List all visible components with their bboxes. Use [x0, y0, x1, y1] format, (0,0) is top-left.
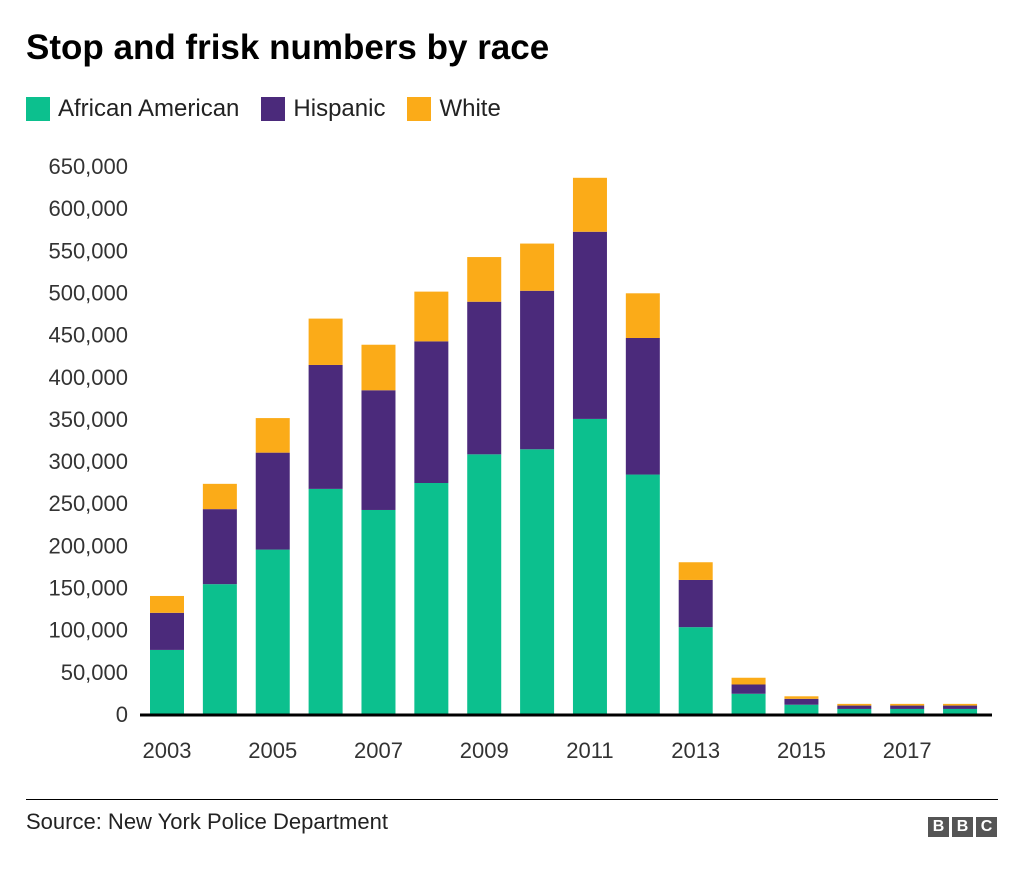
x-tick-label: 2003	[143, 738, 192, 763]
chart-title: Stop and frisk numbers by race	[26, 28, 550, 67]
legend-label: Hispanic	[293, 95, 386, 122]
x-tick-label: 2013	[671, 738, 720, 763]
bar-2010-hispanic	[520, 290, 555, 450]
y-tick-label: 400,000	[48, 365, 128, 390]
source-note: Source: New York Police Department	[26, 809, 388, 834]
x-tick-label: 2007	[354, 738, 403, 763]
bar-2007-african-american	[361, 509, 396, 714]
bar-2013-hispanic	[678, 579, 713, 628]
bar-2014-white	[731, 677, 766, 685]
bar-2008-white	[414, 291, 449, 342]
bar-2009-hispanic	[467, 301, 502, 455]
x-tick-label: 2009	[460, 738, 509, 763]
bar-2005-african-american	[255, 549, 290, 714]
legend: African American Hispanic White	[26, 95, 523, 123]
y-tick-label: 300,000	[48, 449, 128, 474]
bar-2010-white	[520, 243, 555, 291]
bar-2018-african-american	[943, 708, 978, 714]
y-tick-label: 350,000	[48, 407, 128, 432]
bar-2012-hispanic	[625, 337, 660, 475]
bar-2003-african-american	[150, 649, 184, 714]
bar-2011-white	[572, 177, 607, 232]
bar-2013-white	[678, 562, 713, 580]
bar-2015-hispanic	[784, 698, 819, 705]
x-tick-label: 2011	[566, 738, 613, 763]
bar-2013-african-american	[678, 627, 713, 714]
bar-2004-hispanic	[202, 509, 237, 585]
bar-2018-white	[943, 703, 978, 706]
legend-item-african-american: African American	[26, 95, 239, 123]
bar-2011-african-american	[572, 418, 607, 714]
y-tick-label: 0	[116, 702, 128, 727]
bar-2007-hispanic	[361, 390, 396, 510]
bar-2018-hispanic	[943, 705, 978, 709]
legend-swatch	[261, 97, 286, 121]
plot-area: 0 50,000 100,000 150,000 200,000 250,000 300,0…	[48, 154, 992, 763]
legend-label: African American	[58, 95, 240, 122]
bar-2007-white	[361, 344, 396, 391]
bar-2003-white	[150, 595, 184, 613]
bar-2003-hispanic	[150, 612, 184, 650]
bar-2006-hispanic	[308, 364, 343, 489]
bar-2005-hispanic	[255, 452, 290, 550]
y-tick-label: 650,000	[48, 154, 128, 179]
y-tick-label: 150,000	[48, 576, 128, 601]
bar-2014-african-american	[731, 693, 766, 714]
bar-2012-african-american	[625, 474, 660, 714]
bar-2006-african-american	[308, 488, 343, 714]
bar-2011-hispanic	[572, 231, 607, 419]
x-tick-label: 2015	[777, 738, 826, 763]
y-tick-label: 550,000	[48, 238, 128, 263]
y-tick-label: 200,000	[48, 533, 128, 558]
bar-2017-african-american	[890, 708, 925, 714]
legend-item-hispanic: Hispanic	[261, 95, 385, 123]
legend-item-white: White	[407, 95, 501, 123]
legend-swatch	[407, 97, 432, 121]
bar-2015-african-american	[784, 704, 819, 714]
bar-2005-white	[255, 418, 290, 453]
bar-2017-white	[890, 703, 925, 706]
y-tick-label: 500,000	[48, 280, 128, 305]
y-tick-label: 100,000	[48, 618, 128, 643]
bar-2004-white	[202, 483, 237, 510]
bar-2016-african-american	[837, 708, 872, 714]
bar-2008-african-american	[414, 482, 449, 714]
bar-2009-african-american	[467, 454, 502, 714]
bar-2009-white	[467, 257, 502, 302]
bar-2008-hispanic	[414, 341, 449, 483]
bar-2010-african-american	[520, 449, 555, 714]
bar-2015-white	[784, 696, 819, 699]
legend-label: White	[439, 95, 501, 122]
y-tick-label: 450,000	[48, 323, 128, 348]
bar-2016-hispanic	[837, 705, 872, 709]
bar-2017-hispanic	[890, 705, 925, 709]
bar-2014-hispanic	[731, 684, 766, 694]
footer-divider	[26, 799, 998, 800]
y-tick-label: 600,000	[48, 196, 128, 221]
x-tick-label: 2005	[248, 738, 297, 763]
legend-swatch	[26, 97, 50, 121]
bar-2006-white	[308, 318, 343, 365]
x-tick-label: 2017	[883, 738, 932, 763]
bar-2012-white	[625, 293, 660, 338]
y-tick-label: 250,000	[48, 491, 128, 516]
y-tick-label: 50,000	[61, 660, 128, 685]
bar-2004-african-american	[202, 584, 237, 714]
bar-2016-white	[837, 703, 872, 706]
